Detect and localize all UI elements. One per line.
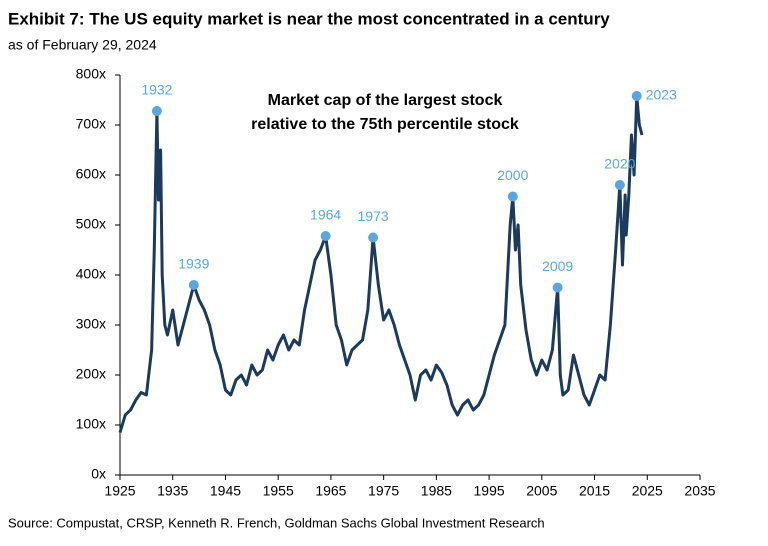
- annotation-dot: [188, 280, 199, 290]
- inner-title: Market cap of the largest stock: [268, 92, 503, 109]
- annotation-label: 1932: [141, 82, 172, 98]
- annotation-label: 1964: [310, 207, 341, 223]
- x-tick-label: 1945: [210, 483, 241, 499]
- annotation-label: 1973: [358, 208, 389, 224]
- x-tick-label: 1955: [263, 483, 294, 499]
- annotation-label: 2020: [604, 156, 635, 172]
- annotation-dot: [507, 191, 518, 202]
- line-series: [118, 94, 644, 433]
- inner-title: relative to the 75th percentile stock: [251, 116, 519, 133]
- y-tick-label: 100x: [76, 416, 106, 432]
- x-tick-label: 1975: [368, 483, 399, 499]
- chart-subtitle: as of February 29, 2024: [8, 37, 157, 53]
- x-tick-label: 1965: [315, 483, 346, 499]
- y-tick-label: 700x: [76, 116, 106, 132]
- y-tick-label: 200x: [76, 366, 106, 382]
- x-tick-label: 2025: [632, 483, 663, 499]
- x-tick-label: 1935: [157, 483, 188, 499]
- x-tick-label: 2035: [684, 483, 715, 499]
- x-tick-label: 1985: [421, 483, 452, 499]
- annotation-label: 1939: [178, 256, 209, 272]
- annotation-dot: [614, 180, 625, 190]
- annotation-dot: [631, 91, 642, 101]
- source-note: Source: Compustat, CRSP, Kenneth R. Fren…: [8, 515, 545, 530]
- y-tick-label: 600x: [76, 166, 106, 182]
- annotation-label: 2000: [497, 167, 528, 183]
- y-tick-label: 800x: [76, 66, 106, 82]
- x-tick-label: 2005: [526, 483, 557, 499]
- annotation-dot: [320, 231, 331, 241]
- annotation-dot: [552, 282, 563, 293]
- x-tick-label: 2015: [579, 483, 610, 499]
- annotation-label: 2023: [646, 87, 677, 103]
- y-tick-label: 300x: [76, 316, 106, 332]
- annotation-dot: [368, 232, 379, 243]
- annotation-label: 2009: [542, 258, 573, 274]
- x-tick-label: 1995: [474, 483, 505, 499]
- y-tick-label: 500x: [76, 216, 106, 232]
- annotation-dot: [151, 106, 162, 116]
- y-tick-label: 0x: [91, 466, 106, 482]
- chart-title: Exhibit 7: The US equity market is near …: [8, 9, 610, 28]
- x-tick-label: 1925: [104, 483, 135, 499]
- y-tick-label: 400x: [76, 266, 106, 282]
